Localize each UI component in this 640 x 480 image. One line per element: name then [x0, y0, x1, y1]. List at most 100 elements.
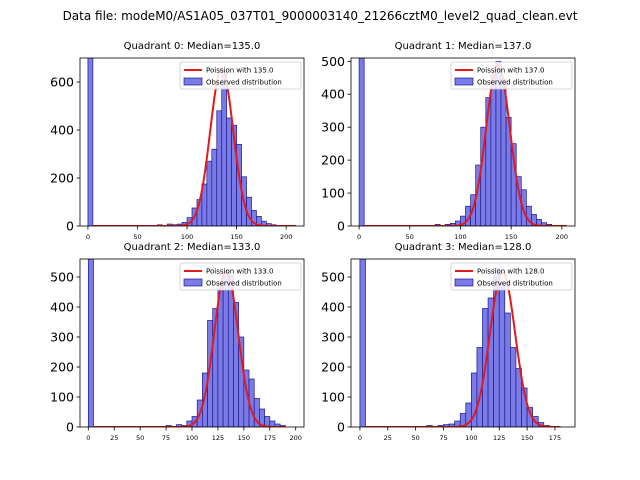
- axes-frame: [350, 57, 576, 227]
- legend-bar-swatch: [183, 278, 203, 287]
- x-tick-label: 0: [86, 434, 90, 442]
- x-tick-label: 100: [181, 233, 193, 241]
- quadrant-1-title: Quadrant 1: Median=137.0: [395, 41, 532, 52]
- legend-label-observed: Observed distribution: [477, 79, 553, 87]
- quadrant-1-panel: Quadrant 1: Median=137.00100200300400500…: [321, 41, 576, 241]
- legend-label-observed: Observed distribution: [206, 79, 282, 87]
- legend: Poission with 133.0 Observed distribution: [179, 262, 302, 291]
- poisson-fit-line: [93, 269, 286, 427]
- legend: Poission with 135.0 Observed distribution: [179, 61, 302, 90]
- quadrant-2-title: Quadrant 2: Median=133.0: [124, 242, 261, 253]
- x-tick-label: 200: [280, 233, 292, 241]
- legend: Poission with 128.0 Observed distribution: [450, 262, 573, 291]
- x-tick-label: 125: [212, 434, 224, 442]
- x-tick-label: 0: [358, 434, 362, 442]
- histogram-bar: [211, 148, 218, 226]
- y-tick-label: 100: [321, 390, 345, 405]
- y-tick-label: 400: [50, 300, 74, 315]
- legend-label-observed: Observed distribution: [477, 280, 553, 288]
- legend-label-fit: Poission with 135.0: [206, 67, 274, 75]
- histogram-bar: [510, 347, 517, 427]
- x-tick-label: 100: [465, 434, 477, 442]
- legend-label-fit: Poission with 133.0: [206, 268, 274, 276]
- quadrant-0-panel: Quadrant 0: Median=135.0 0 200 400 600 0 50 100…: [50, 41, 305, 241]
- axes-frame: [79, 57, 305, 227]
- y-tick-label: 0: [66, 219, 74, 234]
- axes-frame: [350, 258, 576, 428]
- x-tick-label: 75: [439, 434, 447, 442]
- poisson-fit-line: [365, 271, 561, 427]
- x-tick-label: 200: [289, 434, 301, 442]
- quadrant-0-title: Quadrant 0: Median=135.0: [124, 41, 261, 52]
- x-tick-label: 50: [411, 434, 419, 442]
- histogram-bar: [498, 282, 506, 427]
- histogram-bar: [222, 272, 229, 427]
- y-tick-label: 100: [321, 186, 345, 201]
- legend-box: [179, 262, 302, 291]
- figure-title: Data file: modeM0/AS1A05_037T01_90000031…: [63, 9, 578, 23]
- y-tick-label: 400: [50, 123, 74, 138]
- histogram-bar: [504, 312, 511, 427]
- y-tick-label: 200: [50, 360, 74, 375]
- histogram-bar: [359, 259, 366, 427]
- legend-box: [450, 61, 573, 90]
- x-tick-label: 100: [454, 233, 466, 241]
- x-tick-label: 100: [186, 434, 198, 442]
- x-tick-label: 200: [556, 233, 568, 241]
- histogram-bar: [500, 79, 507, 226]
- x-tick-label: 150: [505, 233, 517, 241]
- legend-bar-swatch: [454, 278, 474, 287]
- x-tick-label: 175: [549, 434, 561, 442]
- x-tick-label: 150: [238, 434, 250, 442]
- y-tick-label: 200: [50, 171, 74, 186]
- x-tick-label: 125: [493, 434, 505, 442]
- histogram-bar: [358, 58, 365, 226]
- y-tick-label: 500: [50, 270, 74, 285]
- x-tick-label: 50: [133, 233, 141, 241]
- y-tick-label: 0: [337, 219, 345, 234]
- y-tick-label: 300: [321, 330, 345, 345]
- y-tick-label: 200: [321, 153, 345, 168]
- poisson-fit-line: [92, 67, 297, 226]
- x-tick-label: 150: [230, 233, 242, 241]
- y-tick-label: 400: [321, 87, 345, 102]
- legend-bar-swatch: [183, 77, 203, 86]
- y-tick-label: 0: [66, 420, 74, 435]
- legend: Poission with 137.0 Observed distribution: [450, 61, 573, 90]
- legend-label-fit: Poission with 137.0: [477, 67, 545, 75]
- y-tick-label: 0: [337, 420, 345, 435]
- histogram-bar: [221, 72, 228, 226]
- x-tick-label: 150: [521, 434, 533, 442]
- histogram-bar: [87, 58, 94, 226]
- legend-box: [450, 262, 573, 291]
- histogram-bar: [226, 117, 232, 226]
- x-tick-label: 175: [264, 434, 276, 442]
- y-tick-label: 300: [50, 330, 74, 345]
- y-tick-label: 100: [50, 390, 74, 405]
- y-tick-label: 600: [50, 75, 74, 90]
- x-tick-label: 0: [357, 233, 361, 241]
- legend-label-observed: Observed distribution: [206, 280, 282, 288]
- histogram-bar: [87, 259, 94, 427]
- x-tick-label: 0: [86, 233, 90, 241]
- histogram-bar: [216, 110, 223, 226]
- y-tick-label: 500: [321, 270, 345, 285]
- y-tick-label: 400: [321, 300, 345, 315]
- x-tick-label: 25: [110, 434, 118, 442]
- y-tick-label: 300: [321, 120, 345, 135]
- legend-box: [179, 61, 302, 90]
- y-tick-label: 200: [321, 360, 345, 375]
- quadrant-3-title: Quadrant 3: Median=128.0: [395, 242, 532, 253]
- quadrant-3-panel: Quadrant 3: Median=128.00100200300400500…: [321, 242, 576, 442]
- histogram-bar: [490, 74, 497, 226]
- y-tick-label: 500: [321, 54, 345, 69]
- x-tick-label: 50: [136, 434, 144, 442]
- poisson-fit-line: [364, 63, 567, 226]
- legend-label-fit: Poission with 128.0: [477, 268, 545, 276]
- legend-bar-swatch: [454, 77, 474, 86]
- x-tick-label: 25: [384, 434, 392, 442]
- histogram-bar: [206, 160, 213, 226]
- x-tick-label: 50: [406, 233, 414, 241]
- x-tick-label: 75: [162, 434, 170, 442]
